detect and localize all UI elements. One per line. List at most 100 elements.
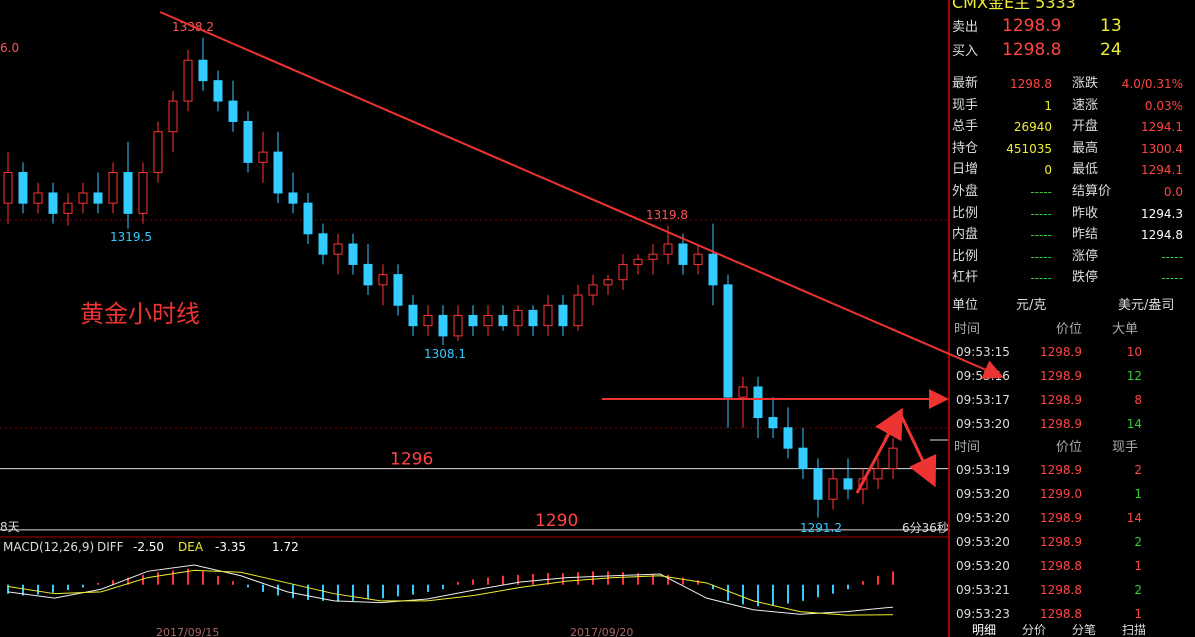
trade-time: 09:53:20 — [956, 559, 1010, 573]
level-label: 1290 — [535, 511, 578, 531]
quote-panel: CMX金E主 5333 卖出 1298.9 13 买入 1298.8 24 最新 1298.8 涨… — [948, 0, 1195, 637]
macd-bar — [592, 571, 594, 585]
candle-body — [528, 309, 538, 327]
trade-time: 09:53:15 — [956, 345, 1010, 359]
candle-body — [843, 478, 853, 490]
trade-price: 1298.9 — [1040, 535, 1082, 549]
stat-value: ----- — [1030, 228, 1052, 243]
chart: 1296 1290 1338.2 1319.5 1319.8 1308.1 1291.2 6.… — [0, 20, 948, 637]
candle-body — [873, 468, 883, 480]
trade-volume: 2 — [1134, 463, 1142, 477]
macd-bar — [892, 571, 894, 585]
trade-volume: 2 — [1134, 535, 1142, 549]
macd-bar — [427, 584, 429, 592]
candle-body — [498, 314, 508, 327]
macd-bar — [97, 582, 99, 585]
price-annotation: 1338.2 — [172, 20, 214, 34]
macd-bar — [172, 570, 174, 585]
macd-bar — [7, 584, 9, 594]
stat-value: 1294.3 — [1141, 206, 1183, 221]
quote-price: 1298.9 — [1002, 16, 1062, 36]
candle-body — [543, 304, 553, 327]
macd-legend: DIFF — [97, 540, 124, 554]
candle-body — [468, 314, 478, 327]
candle-body — [138, 172, 148, 214]
trade-volume: 14 — [1126, 511, 1142, 525]
stat-value: ----- — [1030, 249, 1052, 264]
macd-bar — [877, 575, 879, 585]
trade-volume: 1 — [1134, 607, 1142, 621]
macd-bar — [412, 584, 414, 595]
candle-body — [618, 263, 628, 281]
stat-value: 0.0 — [1163, 185, 1183, 199]
candle-body — [753, 386, 763, 419]
macd-bar — [577, 572, 579, 585]
trade-price: 1298.9 — [1040, 369, 1082, 383]
trade-price: 1299.0 — [1040, 487, 1082, 501]
stat-label: 外盘 — [952, 184, 979, 199]
instrument-title: CMX金E主 5333 — [952, 0, 1076, 12]
macd-bar — [472, 579, 474, 585]
trade-volume: 8 — [1134, 393, 1142, 407]
candle-body — [48, 192, 58, 214]
stat-label: 日增 — [952, 162, 979, 178]
candle-body — [513, 309, 523, 327]
tab[interactable]: 明细 — [972, 623, 997, 637]
candle-body — [738, 386, 748, 398]
macd-bar — [667, 574, 669, 585]
macd-bar — [292, 584, 294, 599]
candle-body — [708, 253, 718, 286]
stat-label: 比例 — [952, 248, 979, 264]
candle-body — [33, 192, 43, 204]
macd-bar — [727, 584, 729, 601]
candle-body — [573, 294, 583, 327]
macd-bar — [772, 584, 774, 606]
macd-bar — [742, 584, 744, 605]
stat-label: 最新 — [952, 76, 979, 91]
macd-bar — [532, 574, 534, 585]
macd-bar — [187, 568, 189, 585]
stat-label: 开盘 — [1072, 119, 1099, 135]
macd-bar — [82, 584, 84, 588]
candle-body — [768, 417, 778, 429]
stat-label: 最高 — [1072, 140, 1099, 156]
unit-option[interactable]: 美元/盎司 — [1118, 298, 1175, 313]
macd-bar — [127, 577, 129, 585]
stat-label: 昨结 — [1072, 227, 1099, 243]
stat-value: ----- — [1030, 271, 1052, 286]
candle-body — [378, 274, 388, 286]
table-header: 大单 — [1112, 322, 1139, 337]
candle-body — [603, 279, 613, 286]
macd-bar — [142, 574, 144, 585]
macd-legend: -3.35 — [215, 540, 246, 554]
tab[interactable]: 分笔 — [1072, 623, 1097, 637]
price-annotation: 1308.1 — [424, 347, 466, 361]
trade-time: 09:53:20 — [956, 535, 1010, 549]
candle-body — [18, 172, 28, 204]
candle-body — [168, 100, 178, 133]
macd-bar — [802, 584, 804, 601]
macd-legend: MACD(12,26,9) — [3, 540, 94, 554]
tab[interactable]: 分价 — [1022, 623, 1047, 637]
macd-bar — [457, 582, 459, 585]
tab[interactable]: 扫描 — [1122, 623, 1147, 637]
candle-body — [303, 202, 313, 235]
stat-label: 昨收 — [1072, 205, 1099, 221]
trade-volume: 12 — [1126, 369, 1142, 383]
stat-value: 26940 — [1013, 120, 1052, 135]
trade-time: 09:53:20 — [956, 511, 1010, 525]
candle-body — [663, 243, 673, 255]
x-date-label: 2017/09/20 — [570, 626, 633, 637]
candle-body — [393, 274, 403, 306]
macd-bar — [502, 575, 504, 585]
unit-option: 元/克 — [1016, 298, 1047, 313]
trade-volume: 14 — [1126, 417, 1142, 431]
macd-bar — [682, 577, 684, 585]
candle-body — [693, 253, 703, 265]
candle-body — [813, 468, 823, 500]
candle-body — [798, 447, 808, 470]
macd-bar — [37, 584, 39, 595]
trade-price: 1298.9 — [1040, 345, 1082, 359]
macd-bar — [397, 584, 399, 597]
macd-bar — [832, 584, 834, 594]
